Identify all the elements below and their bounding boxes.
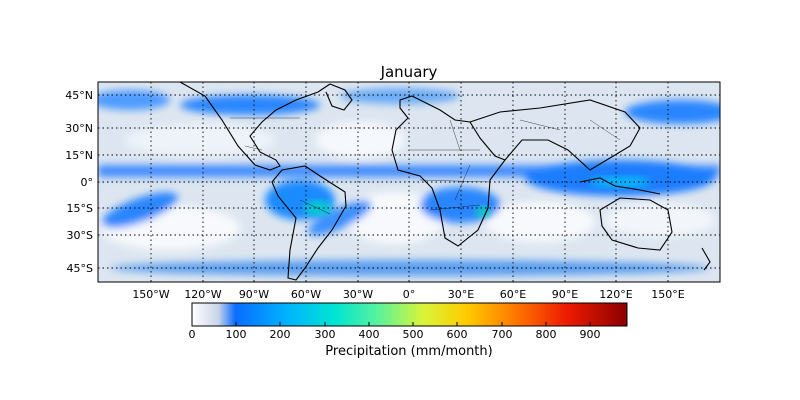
lon-label-90e: 90°E <box>552 288 578 301</box>
lon-label-60w: 60°W <box>291 288 321 301</box>
lon-label-30w: 30°W <box>343 288 373 301</box>
colorbar-label-700: 700 <box>492 328 513 341</box>
colorbar-tick-marks <box>235 322 591 326</box>
lon-label-120e: 120°E <box>599 288 632 301</box>
maritime-continent-coast <box>579 177 661 195</box>
colorbar-ramp <box>191 302 628 327</box>
colorbar-tick-labels: 0 100 200 300 400 500 600 700 800 900 <box>189 328 601 341</box>
colorbar-label-0: 0 <box>189 328 196 341</box>
colorbar-label-100: 100 <box>226 328 247 341</box>
new-zealand-coast <box>701 247 711 271</box>
lat-label-15s: 15°S <box>67 202 93 215</box>
asia-coast <box>469 99 641 171</box>
lat-label-45s: 45°S <box>67 262 93 275</box>
lon-label-90w: 90°W <box>239 288 269 301</box>
colorbar: 0 100 200 300 400 500 600 700 800 900 Pr… <box>189 302 628 359</box>
lon-label-30e: 30°E <box>448 288 474 301</box>
lon-label-150e: 150°E <box>651 288 684 301</box>
lat-label-15n: 15°N <box>65 149 93 162</box>
map-panel <box>97 81 721 283</box>
lon-label-120w: 120°W <box>184 288 221 301</box>
lat-label-30s: 30°S <box>67 229 93 242</box>
map-title: January <box>380 63 438 81</box>
colorbar-label-800: 800 <box>536 328 557 341</box>
lon-label-150w: 150°W <box>132 288 169 301</box>
precipitation-field <box>98 82 720 282</box>
colorbar-label-400: 400 <box>359 328 380 341</box>
graticule <box>98 82 720 282</box>
lon-label-0: 0° <box>403 288 416 301</box>
lat-label-0: 0° <box>81 176 94 189</box>
country-borders <box>230 117 621 215</box>
colorbar-label-600: 600 <box>447 328 468 341</box>
longitude-labels: 150°W 120°W 90°W 60°W 30°W 0° 30°E 60°E … <box>132 288 684 301</box>
colorbar-title: Precipitation (mm/month) <box>325 344 492 359</box>
colorbar-label-200: 200 <box>270 328 291 341</box>
lat-label-30n: 30°N <box>65 122 93 135</box>
greenland-coast <box>325 83 353 111</box>
north-america-coast <box>179 82 331 171</box>
australia-coast <box>599 197 673 251</box>
latitude-labels: 45°N 30°N 15°N 0° 15°S 30°S 45°S <box>65 89 93 275</box>
europe-africa-coast <box>391 95 506 247</box>
colorbar-label-500: 500 <box>403 328 424 341</box>
lat-label-45n: 45°N <box>65 89 93 102</box>
colorbar-label-300: 300 <box>315 328 336 341</box>
colorbar-label-900: 900 <box>580 328 601 341</box>
lon-label-60e: 60°E <box>500 288 526 301</box>
rain-maxima <box>304 176 650 218</box>
map-frame <box>97 81 721 283</box>
